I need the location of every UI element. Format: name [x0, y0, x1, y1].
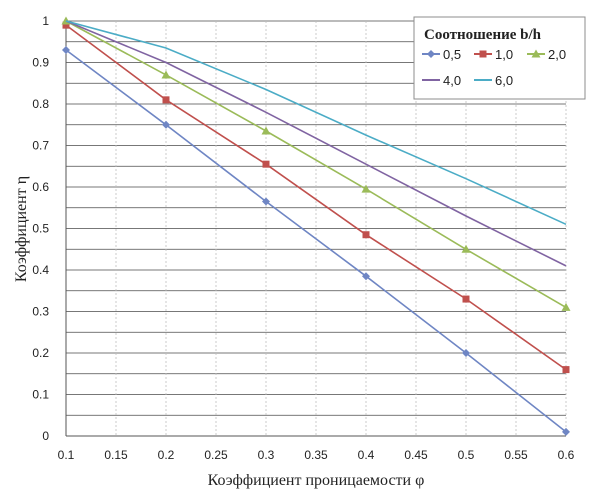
legend-label: 0,5	[443, 47, 461, 62]
data-point	[261, 126, 271, 135]
data-point	[162, 120, 170, 129]
x-tick-label: 0.1	[58, 448, 75, 462]
series-line	[65, 20, 567, 309]
x-tick-label: 0.25	[204, 448, 228, 462]
legend-title: Соотношение b/h	[424, 27, 542, 43]
legend-label: 6,0	[495, 73, 513, 88]
x-tick-label: 0.3	[258, 448, 275, 462]
legend-item: 0,5	[422, 47, 461, 62]
y-axis-ticks: 0 0.1 0.2 0.3 0.4 0.5 0.6 0.7 0.8 0.9 1	[32, 14, 49, 443]
data-point	[62, 21, 70, 29]
x-tick-label: 0.35	[304, 448, 328, 462]
x-tick-label: 0.4	[358, 448, 375, 462]
legend-marker	[531, 49, 541, 58]
y-tick-label: 1	[42, 14, 49, 28]
y-tick-label: 0.3	[32, 305, 49, 319]
y-tick-label: 0.2	[32, 346, 49, 360]
data-point	[462, 295, 470, 303]
data-point	[461, 244, 471, 253]
y-axis-title: Коэффициент η	[13, 176, 30, 282]
y-tick-label: 0.6	[32, 180, 49, 194]
data-point	[562, 366, 570, 374]
legend-items: 0,5 1,0 2,0 4,0 6,0	[422, 47, 566, 88]
data-point	[462, 349, 470, 357]
x-tick-label: 0.5	[458, 448, 475, 462]
data-point	[362, 272, 370, 281]
legend-item: 6,0	[474, 73, 513, 88]
x-tick-label: 0.15	[104, 448, 128, 462]
y-tick-label: 0	[42, 429, 49, 443]
legend-item: 4,0	[422, 73, 461, 88]
legend-marker	[427, 50, 435, 58]
data-point	[561, 302, 571, 311]
series-lines	[61, 16, 571, 436]
data-point	[361, 184, 371, 193]
series-line	[65, 24, 567, 371]
data-point	[162, 96, 170, 104]
series-line	[65, 20, 567, 267]
legend-item: 1,0	[474, 47, 513, 62]
data-point	[62, 46, 70, 55]
data-point	[262, 160, 270, 168]
x-tick-label: 0.45	[404, 448, 428, 462]
x-axis-ticks: 0.1 0.15 0.2 0.25 0.3 0.35 0.4 0.45 0.5 0.55 0.6	[58, 448, 575, 462]
y-tick-label: 0.4	[32, 263, 49, 277]
series-line	[65, 49, 567, 433]
data-point	[562, 427, 570, 436]
data-point	[262, 197, 270, 206]
legend-item: 2,0	[527, 47, 566, 62]
series-1-0	[62, 21, 570, 374]
y-tick-label: 0.1	[32, 388, 49, 402]
y-tick-label: 0.8	[32, 97, 49, 111]
x-tick-label: 0.2	[158, 448, 175, 462]
legend-label: 2,0	[548, 47, 566, 62]
legend-marker	[479, 50, 487, 58]
legend-box	[413, 16, 586, 100]
data-point	[362, 231, 370, 239]
y-tick-label: 0.7	[32, 139, 49, 153]
legend: Соотношение b/h 0,5 1,0 2,0 4,0 6,0	[413, 16, 586, 100]
series-4-0	[65, 20, 567, 267]
x-axis-title: Коэффициент проницаемости φ	[208, 472, 425, 489]
series-0-5	[62, 46, 570, 436]
series-line	[65, 20, 567, 226]
x-tick-label: 0.6	[558, 448, 575, 462]
x-tick-label: 0.55	[504, 448, 528, 462]
y-tick-label: 0.9	[32, 56, 49, 70]
y-tick-label: 0.5	[32, 222, 49, 236]
series-6-0	[65, 20, 567, 226]
legend-label: 1,0	[495, 47, 513, 62]
legend-label: 4,0	[443, 73, 461, 88]
data-point	[161, 70, 171, 79]
